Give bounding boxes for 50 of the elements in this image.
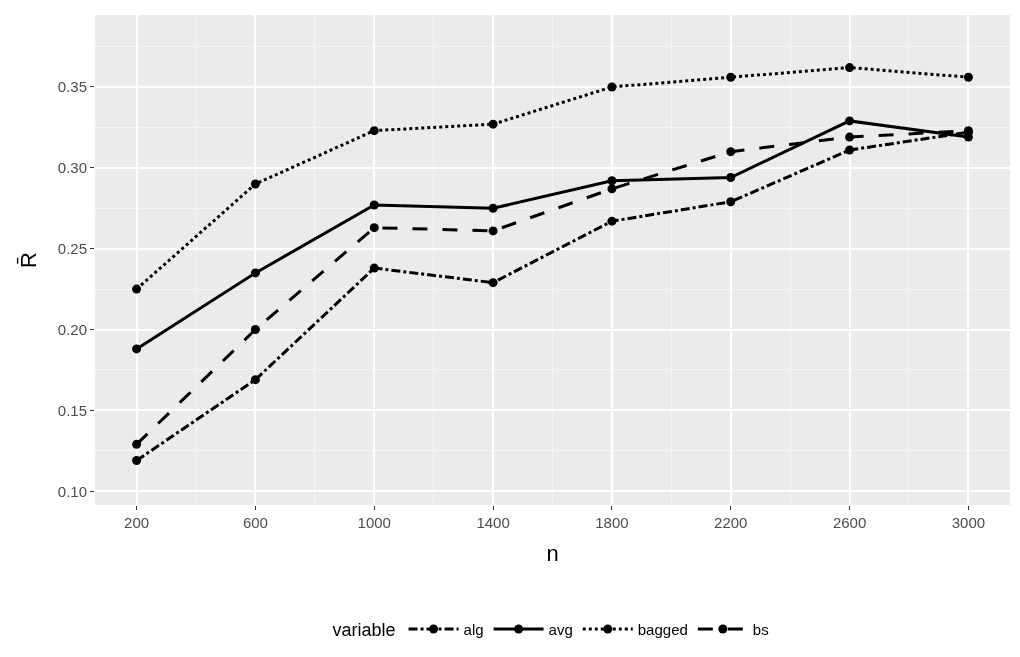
point	[845, 116, 855, 126]
point	[488, 119, 498, 129]
point	[607, 82, 617, 92]
y-tick-label: 0.10	[57, 482, 87, 500]
point	[250, 325, 260, 335]
point	[369, 263, 379, 273]
point	[726, 197, 736, 207]
point	[607, 216, 617, 226]
x-tick-label: 600	[242, 514, 268, 531]
y-tick-label: 0.15	[57, 401, 87, 419]
legend-title: variable	[332, 620, 396, 641]
point	[369, 223, 379, 233]
point	[250, 179, 260, 189]
legend-label: alg	[463, 620, 484, 638]
legend-label: avg	[548, 620, 573, 638]
point	[369, 126, 379, 136]
point	[963, 72, 973, 82]
y-tick-label: 0.30	[57, 159, 87, 177]
point	[726, 173, 736, 183]
x-axis-title: n	[546, 540, 559, 566]
point	[488, 278, 498, 288]
point	[607, 176, 617, 186]
point	[132, 439, 142, 449]
x-tick-label: 1000	[357, 514, 391, 531]
y-tick-label: 0.35	[57, 78, 87, 96]
x-tick-label: 200	[124, 514, 150, 531]
y-tick-label: 0.25	[57, 239, 87, 257]
x-tick-label: 1400	[476, 514, 510, 531]
x-tick-label: 3000	[951, 514, 986, 531]
legend-label: bs	[752, 620, 769, 638]
point	[726, 72, 736, 82]
point	[726, 147, 736, 157]
point	[132, 456, 142, 466]
point	[250, 375, 260, 385]
point	[132, 344, 142, 354]
point	[845, 145, 855, 155]
y-axis-title: R̄	[15, 252, 41, 268]
x-tick-label: 2600	[832, 514, 867, 531]
legend-label: bagged	[637, 620, 688, 638]
y-tick-label: 0.20	[57, 320, 87, 338]
point	[369, 200, 379, 210]
point	[250, 268, 260, 278]
point	[607, 184, 617, 194]
point	[488, 203, 498, 213]
x-tick-label: 2200	[714, 514, 748, 531]
point	[488, 226, 498, 236]
point	[845, 63, 855, 73]
point	[845, 132, 855, 142]
point	[132, 284, 142, 294]
x-tick-label: 1800	[595, 514, 629, 531]
